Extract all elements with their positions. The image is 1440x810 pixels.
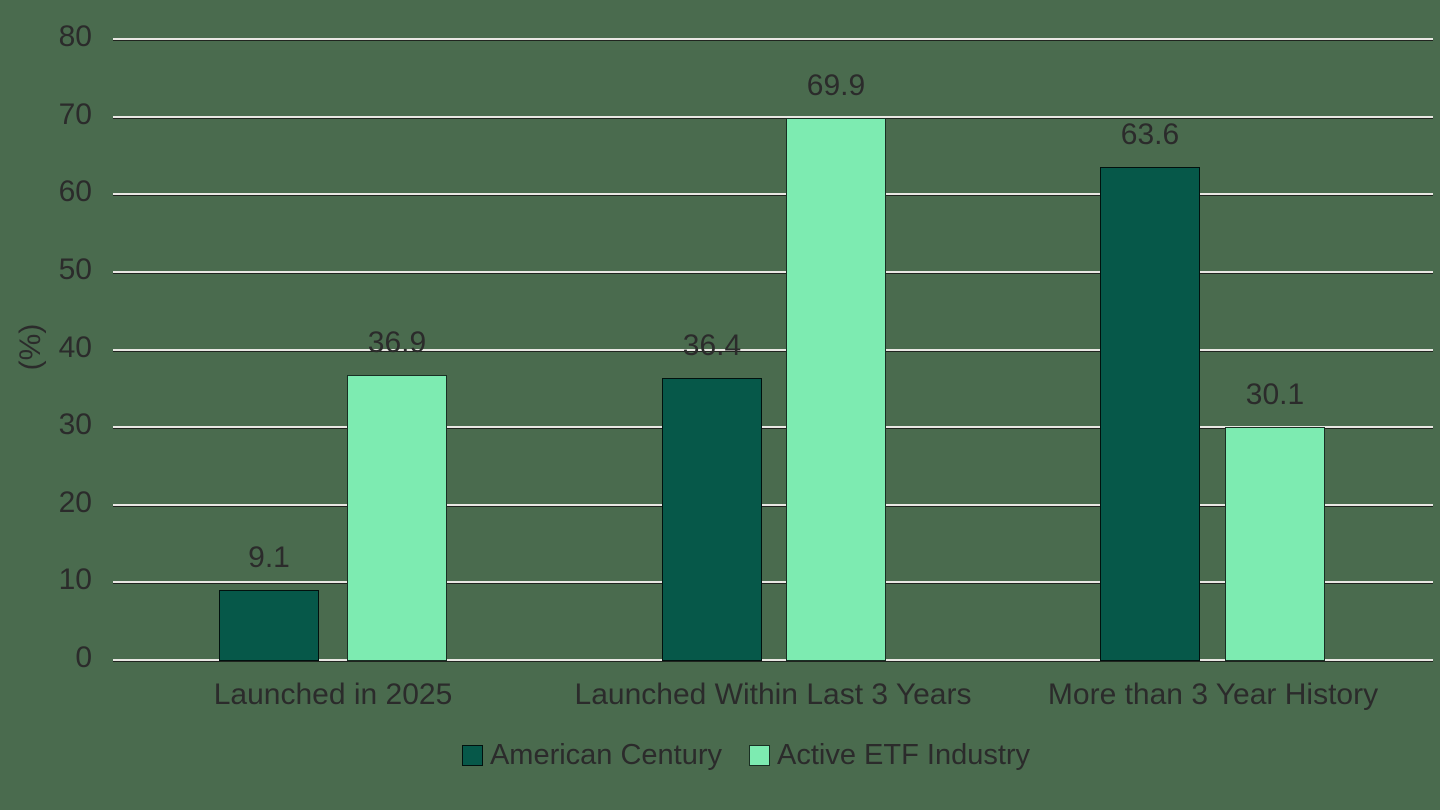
bar-value-label: 69.9 (806, 69, 866, 102)
category-label-1: Launched in 2025 (213, 678, 453, 711)
bar-american-century-2 (662, 378, 762, 661)
bar-value-label: 63.6 (1120, 118, 1180, 151)
bar-american-century-3 (1100, 167, 1200, 661)
y-tick-label-10: 10 (58, 563, 92, 596)
gridline-50 (113, 271, 1433, 274)
gridline-70 (113, 116, 1433, 119)
gridline-20 (113, 504, 1433, 507)
gridline-40 (113, 349, 1433, 352)
y-tick-label-0: 0 (75, 641, 92, 674)
y-tick-label-30: 30 (58, 408, 92, 441)
legend-item-american-century: American Century (461, 738, 723, 772)
bar-active-etf-industry-1 (347, 375, 447, 661)
category-label-2: Launched Within Last 3 Years (574, 678, 972, 711)
y-tick-label-80: 80 (58, 20, 92, 53)
y-tick-label-40: 40 (58, 331, 92, 364)
legend-item-active-etf-industry: Active ETF Industry (749, 739, 1030, 772)
bar-american-century-1 (219, 590, 319, 661)
legend-swatch-american-century (461, 744, 483, 766)
gridline-30 (113, 426, 1433, 429)
category-label-3: More than 3 Year History (1047, 678, 1379, 711)
gridline-0 (113, 659, 1433, 662)
y-tick-label-60: 60 (58, 175, 92, 208)
bar-value-label: 9.1 (248, 541, 290, 574)
bar-active-etf-industry-2 (786, 118, 886, 661)
legend-swatch-active-etf-industry (749, 744, 771, 766)
bar-value-label: 36.9 (367, 326, 427, 359)
gridline-80 (113, 38, 1433, 41)
y-tick-label-70: 70 (58, 98, 92, 131)
bar-value-label: 30.1 (1245, 378, 1305, 411)
legend-label-active-etf-industry: Active ETF Industry (777, 738, 1031, 771)
gridline-10 (113, 581, 1433, 584)
gridline-60 (113, 193, 1433, 196)
legend-label-american-century: American Century (489, 738, 723, 771)
y-tick-label-20: 20 (58, 486, 92, 519)
bar-value-label: 36.4 (682, 329, 742, 362)
y-tick-label-50: 50 (58, 253, 92, 286)
bar-active-etf-industry-3 (1225, 427, 1325, 661)
legend: American Century Active ETF Industry (26, 738, 1440, 772)
